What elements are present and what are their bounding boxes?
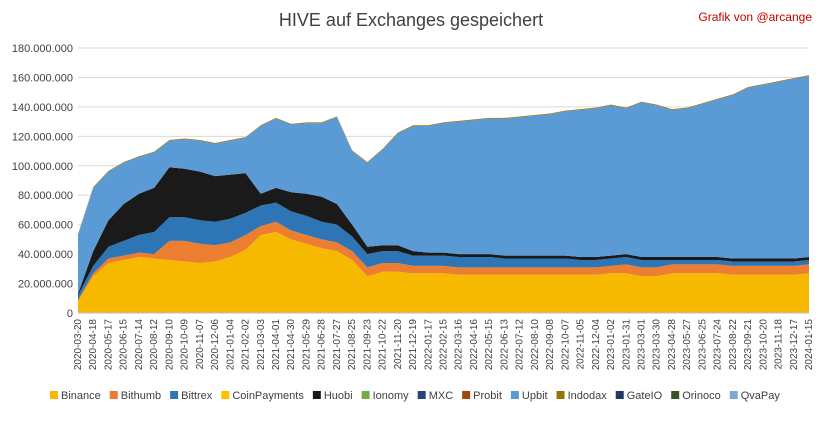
x-tick-label: 2022-08-10 [530,319,541,371]
y-tick-label: 180.000.000 [12,43,73,55]
x-tick-label: 2023-06-25 [697,319,708,371]
x-tick-label: 2021-02-02 [241,319,252,371]
x-tick-label: 2021-11-20 [393,319,404,370]
legend-label: Orinoco [682,390,721,402]
x-tick-label: 2020-05-17 [103,319,114,371]
x-tick-label: 2023-03-01 [636,319,647,371]
x-tick-label: 2023-01-31 [621,319,632,371]
x-tick-label: 2022-12-04 [591,319,602,371]
y-tick-label: 20.000.000 [18,279,73,291]
y-tick-label: 40.000.000 [18,249,73,261]
series-area-upbit [78,75,809,294]
chart-title: HIVE auf Exchanges gespeichert [278,10,544,30]
legend-label: Ionomy [373,390,410,402]
x-tick-label: 2022-04-16 [469,319,480,371]
x-tick-label: 2021-10-22 [378,319,389,371]
y-tick-label: 100.000.000 [12,161,73,173]
x-tick-label: 2021-09-23 [362,319,373,371]
y-tick-label: 140.000.000 [12,102,73,114]
x-tick-label: 2020-06-15 [119,319,130,371]
x-tick-label: 2022-01-17 [423,319,434,371]
x-tick-label: 2021-01-04 [225,319,236,371]
legend-swatch [221,391,230,399]
legend-label: MXC [429,390,454,402]
series-area-binance [78,232,809,313]
x-tick-label: 2020-11-07 [195,319,206,370]
x-tick-label: 2021-07-27 [332,319,343,371]
legend-label: Bithumb [121,390,161,402]
legend-swatch [170,391,179,399]
x-tick-label: 2020-03-20 [73,319,84,371]
legend-label: Upbit [522,390,548,402]
legend-label: Bittrex [181,390,213,402]
y-tick-label: 60.000.000 [18,220,73,232]
legend-swatch [50,391,58,399]
x-tick-label: 2022-07-12 [515,319,526,371]
x-tick-label: 2021-06-28 [317,319,328,371]
x-tick-label: 2022-10-07 [560,319,571,371]
x-tick-label: 2020-12-06 [210,319,221,371]
x-tick-label: 2022-05-15 [484,319,495,371]
legend-label: CoinPayments [232,390,304,402]
x-tick-label: 2020-04-18 [88,319,99,371]
x-tick-label: 2021-03-03 [256,319,267,371]
y-tick-label: 80.000.000 [18,190,73,202]
legend-swatch [671,391,680,399]
x-tick-label: 2023-01-02 [606,319,617,371]
legend-swatch [615,391,624,399]
x-tick-label: 2021-05-29 [301,319,312,371]
legend-swatch [312,391,321,399]
x-tick-label: 2022-11-05 [576,319,587,370]
x-tick-label: 2023-04-28 [667,319,678,371]
x-tick-label: 2022-03-16 [454,319,465,371]
x-tick-label: 2020-08-12 [149,319,160,371]
x-tick-label: 2020-10-09 [180,319,191,371]
x-tick-label: 2021-04-30 [286,319,297,371]
x-tick-label: 2023-11-18 [774,319,785,370]
y-tick-label: 0 [67,308,73,320]
x-tick-label: 2020-07-14 [134,319,145,371]
y-tick-label: 120.000.000 [12,131,73,143]
x-tick-label: 2024-01-15 [804,319,815,371]
x-tick-label: 2023-10-20 [758,319,769,371]
x-tick-label: 2022-09-08 [545,319,556,371]
legend-swatch [361,391,370,399]
legend-label: Binance [61,390,101,402]
legend-swatch [556,391,565,399]
legend-swatch [417,391,426,399]
legend-label: Indodax [568,390,608,402]
x-tick-label: 2023-08-22 [728,319,739,371]
x-tick-label: 2023-05-27 [682,319,693,371]
legend-swatch [462,391,471,399]
x-tick-label: 2023-12-17 [789,319,800,371]
legend-label: Probit [473,390,502,402]
x-tick-label: 2021-08-25 [347,319,358,371]
series-area-huobi [78,167,809,296]
legend-swatch [510,391,519,399]
x-tick-label: 2020-09-10 [164,319,175,371]
legend-swatch [109,391,118,399]
legend-label: Huobi [324,390,353,402]
legend-label: QvaPay [741,390,781,402]
y-tick-label: 160.000.000 [12,72,73,84]
x-tick-label: 2023-07-24 [713,319,724,371]
x-tick-label: 2021-12-19 [408,319,419,371]
x-tick-label: 2022-06-13 [499,319,510,371]
x-tick-label: 2022-02-15 [439,319,450,371]
x-tick-label: 2021-04-01 [271,319,282,371]
legend-swatch [729,391,738,399]
chart-credit: Grafik von @arcange [698,10,812,24]
x-tick-label: 2023-09-21 [743,319,754,371]
legend-label: GateIO [627,390,663,402]
x-tick-label: 2023-03-30 [652,319,663,371]
